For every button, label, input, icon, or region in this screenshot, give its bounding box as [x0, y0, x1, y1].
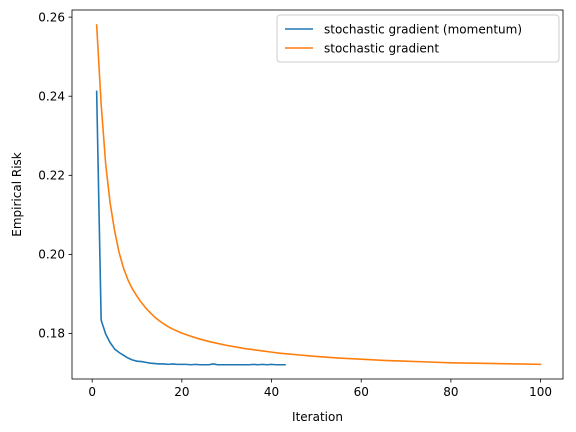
series-line-sgd	[95, 24, 542, 366]
y-tick-label: 0.20	[38, 248, 65, 262]
axes-frame	[71, 9, 564, 380]
x-tick-label: 60	[354, 385, 369, 399]
x-tick-label: 100	[529, 385, 552, 399]
y-tick-label: 0.26	[38, 10, 65, 24]
y-axis-ticks: 0.18 0.20 0.22 0.24 0.26	[38, 10, 72, 341]
x-axis-ticks: 0 20 40 60 80 100	[88, 379, 552, 399]
legend-label-sgd: stochastic gradient	[324, 42, 439, 56]
y-tick-label: 0.18	[38, 327, 65, 341]
legend-label-momentum: stochastic gradient (momentum)	[324, 23, 522, 37]
x-tick-label: 0	[88, 385, 96, 399]
x-tick-label: 20	[174, 385, 189, 399]
x-tick-label: 40	[264, 385, 279, 399]
legend-box	[276, 14, 560, 63]
x-tick-label: 80	[443, 385, 458, 399]
legend: stochastic gradient (momentum) stochasti…	[276, 14, 560, 63]
series-line-momentum	[95, 90, 286, 366]
y-tick-label: 0.24	[38, 89, 65, 103]
y-axis-label: Empirical Risk	[10, 152, 24, 237]
y-tick-label: 0.22	[38, 169, 65, 183]
plot-area	[95, 24, 542, 366]
x-axis-label: Iteration	[292, 410, 343, 424]
